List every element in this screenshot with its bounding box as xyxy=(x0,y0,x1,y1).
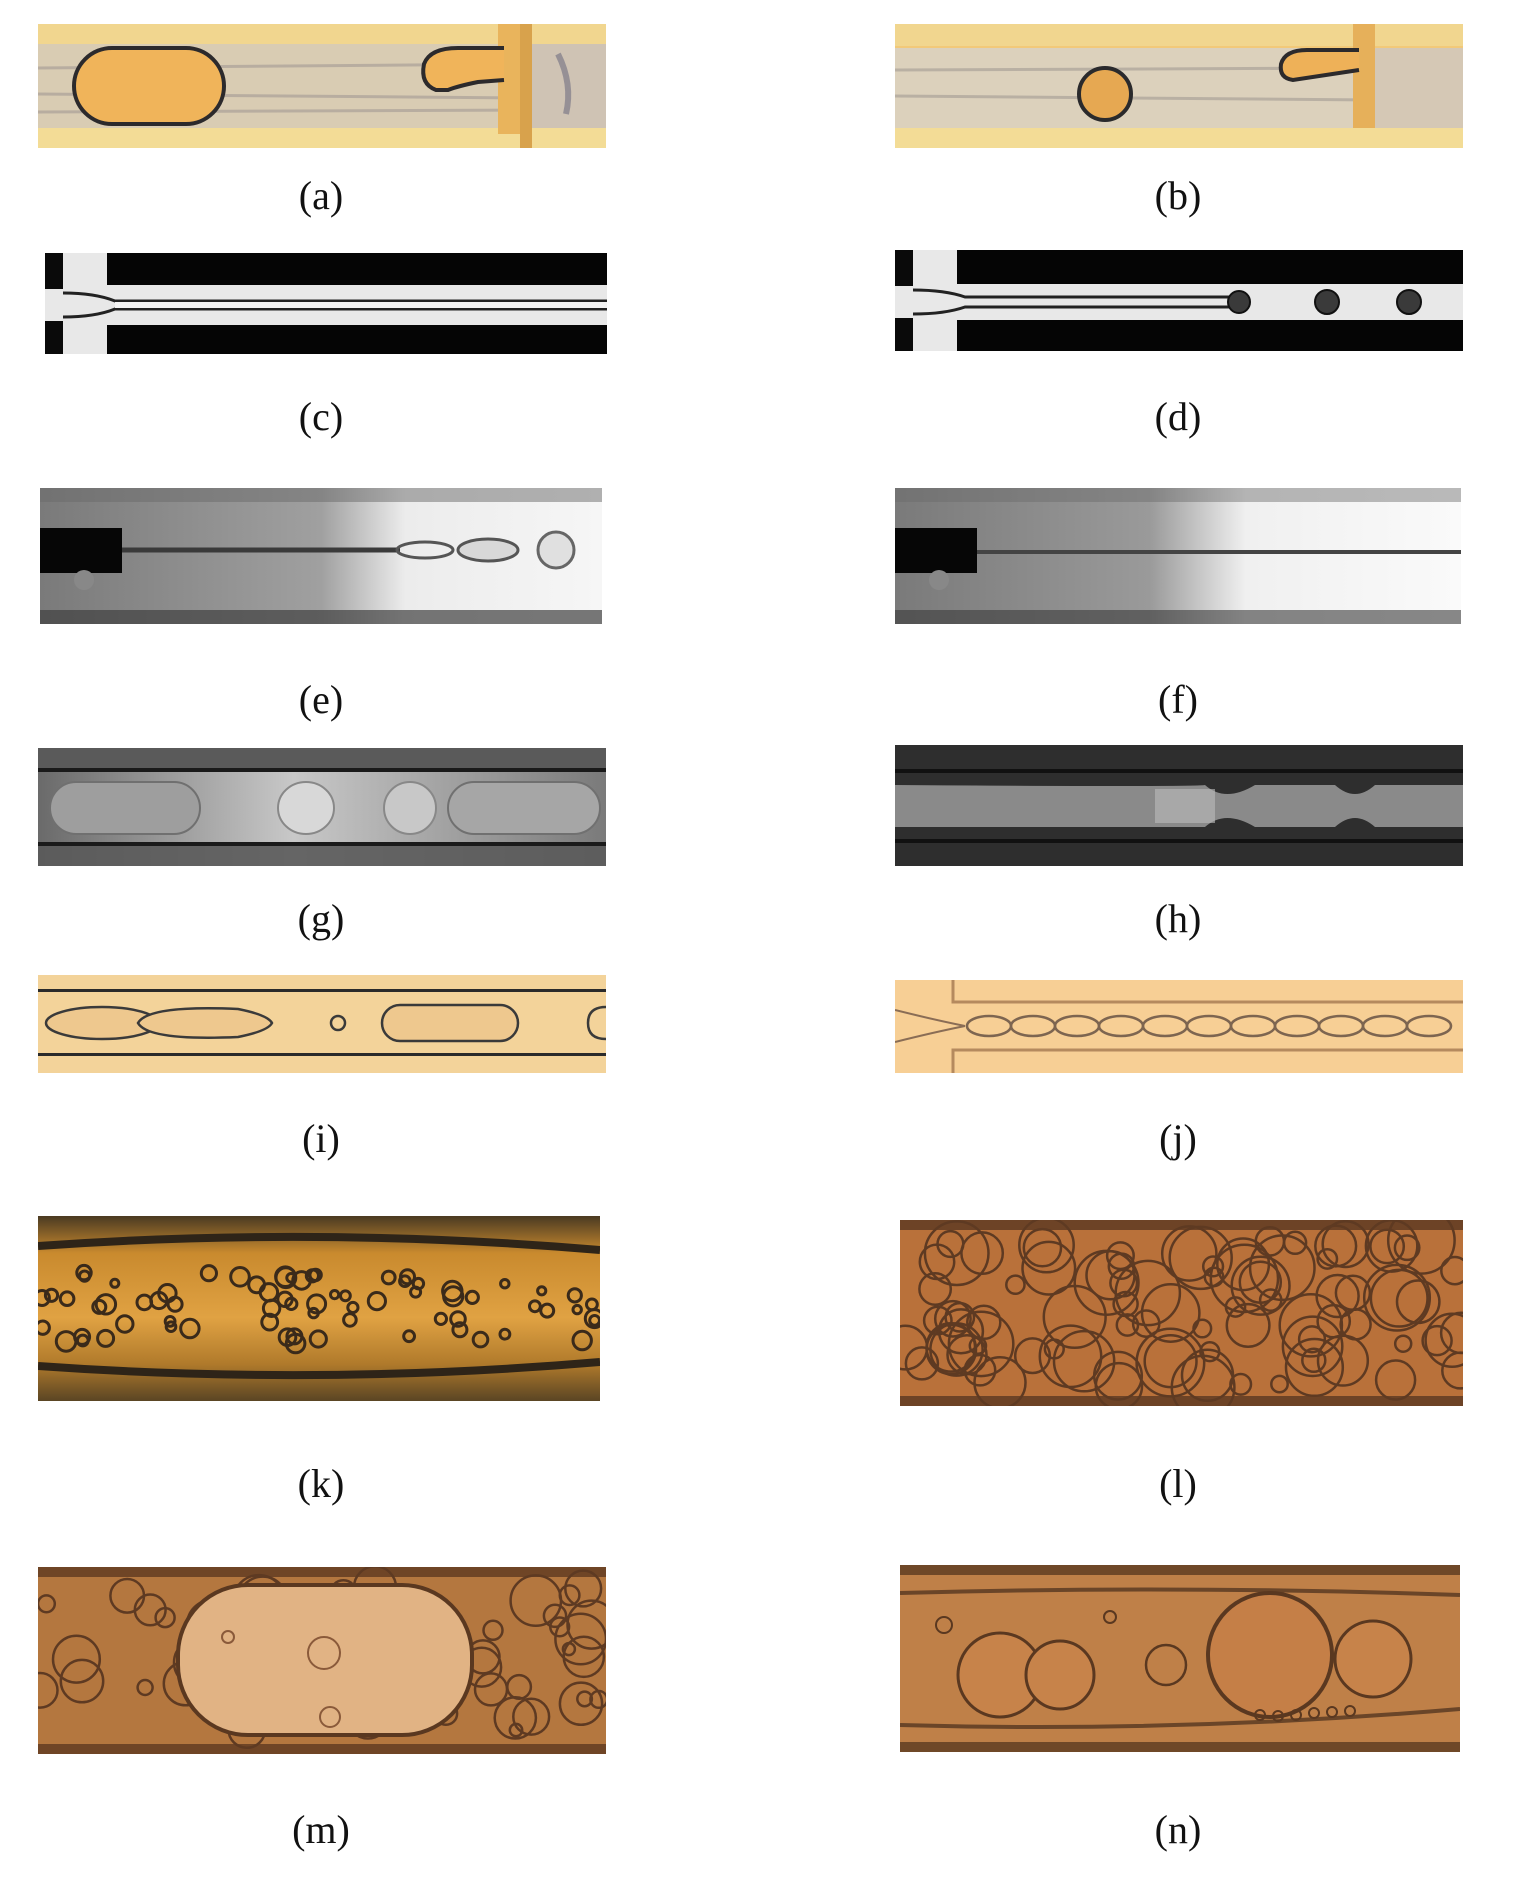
panel-b-image xyxy=(895,24,1463,148)
panel-e-label: (e) xyxy=(298,677,344,722)
panel-j-image xyxy=(895,980,1463,1073)
panel-i-image xyxy=(38,975,606,1073)
panel-h-label: (h) xyxy=(1154,896,1202,941)
panel-g-label: (g) xyxy=(297,896,345,941)
panel-m-image xyxy=(38,1567,606,1754)
panel-i-label: (i) xyxy=(302,1116,340,1161)
panel-n-image xyxy=(900,1565,1460,1752)
panel-k-label: (k) xyxy=(297,1461,345,1506)
panel-k-image xyxy=(38,1216,600,1401)
panel-j-label: (j) xyxy=(1159,1116,1197,1161)
panel-l-label: (l) xyxy=(1159,1461,1197,1506)
panel-a-label: (a) xyxy=(298,173,344,218)
panel-c-image xyxy=(45,253,607,354)
panel-c-label: (c) xyxy=(298,394,344,439)
panel-h-image xyxy=(895,745,1463,866)
panel-a-image xyxy=(38,24,606,148)
panel-g-image xyxy=(38,748,606,866)
panel-n-label: (n) xyxy=(1154,1807,1202,1852)
panel-l-image xyxy=(900,1220,1463,1406)
panel-d-label: (d) xyxy=(1154,394,1202,439)
panel-e-image xyxy=(40,488,602,624)
panel-m-label: (m) xyxy=(292,1807,350,1852)
panel-d-image xyxy=(895,250,1463,351)
panel-f-image xyxy=(895,488,1461,624)
panel-f-label: (f) xyxy=(1158,677,1198,722)
panel-b-label: (b) xyxy=(1154,173,1202,218)
